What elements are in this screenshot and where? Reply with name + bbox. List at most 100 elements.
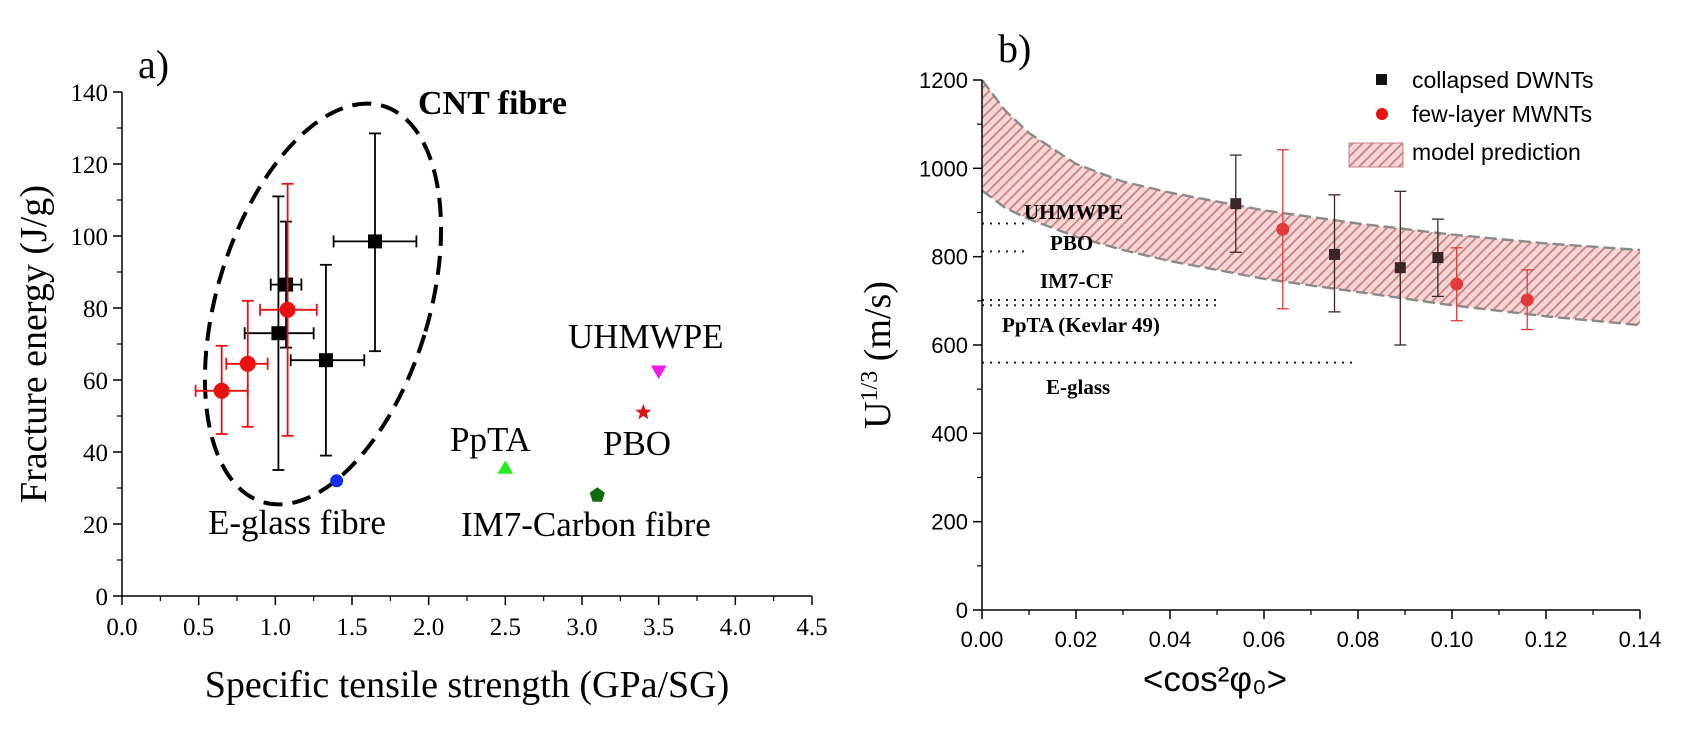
panel-b-y-tick-label: 600 [931,333,968,358]
panel-b-x-tick-label: 0.08 [1337,627,1380,652]
panel-a-x-tick-label: 0.5 [183,614,214,641]
legend-marker-hatched-band [1348,142,1404,168]
panel-a-x-tick-label: 4.0 [720,614,751,641]
panel-b-x-tick-label: 0.06 [1243,627,1286,652]
marker-circle [239,355,256,372]
panel-b-y-tick-label: 200 [931,510,968,535]
panel-a-y-tick-label: 40 [83,440,108,467]
panel-b-x-tick-label: 0.04 [1149,627,1192,652]
panel-a-x-tick-label: 4.5 [796,614,827,641]
panel-b-data-point [1520,269,1534,331]
panel-a-x-tick-label: 1.0 [260,614,291,641]
ref-label-uhmwpe: UHMWPE [1024,200,1123,224]
panel-a-data-point [332,132,418,353]
panel-a-x-label: Specific tensile strength (GPa/SG) [205,664,730,706]
panel-b-data-point [1229,154,1242,253]
panel-a-y-tick-label: 100 [71,224,109,251]
label-uhmwpe: UHMWPE [568,317,724,356]
marker-ppta [497,460,514,474]
cnt-fibre-ellipse [202,101,444,507]
panel-b-data-point [1450,247,1464,322]
panel-a-y-tick-label: 120 [71,152,109,179]
panel-b-y-tick-label: 1200 [919,68,968,93]
panel-b-x-tick-label: 0.10 [1431,627,1474,652]
marker-pbo [635,403,652,420]
panel-b-data-point [1431,218,1444,298]
ref-label-e-glass: E-glass [1046,375,1110,399]
marker-circle [1520,293,1534,307]
marker-square [1329,248,1340,260]
panel-a-y-tick-label: 60 [83,368,108,395]
panel-a-x-tick-label: 3.5 [643,614,674,641]
marker-square [368,234,382,249]
panel-b-y-label-base: U [857,401,899,428]
marker-square [1394,262,1406,274]
marker-circle [1276,222,1290,236]
panel-a-data-point [289,263,366,457]
marker-square [279,277,294,292]
panel-a-y-tick-label: 80 [83,296,108,323]
panel-b-x-tick-label: 0.12 [1525,627,1568,652]
model-band-lower-edge [981,189,1641,327]
panel-a-x-tick-label: 2.0 [413,614,444,641]
marker-square [271,326,286,341]
panel-b-y-tick-label: 800 [931,245,968,270]
panel-b: b) 0.00 0.02 0.04 0.06 0.08 0.10 0.12 0.14 0 200… [857,26,1661,699]
panel-a-y-label: Fracture energy (J/g) [13,185,55,503]
marker-circle [1450,277,1464,291]
panel-b-x-tick-label: 0.02 [1055,627,1098,652]
marker-im7-carbon-fibre [589,487,605,502]
label-im7-carbon-fibre: IM7-Carbon fibre [461,505,711,544]
legend-label-collapsed-dwnts: collapsed DWNTs [1412,67,1594,93]
panel-b-data-point [1328,194,1341,313]
panel-b-y-label: U1/3 (m/s) [857,281,899,429]
panel-a-data-point [194,344,249,435]
model-band-upper-edge [981,79,1641,252]
ref-label-im7-cf: IM7-CF [1040,269,1113,293]
panel-b-label: b) [998,26,1031,71]
label-pbo: PBO [603,424,671,463]
panel-a-y-tick-label: 20 [83,512,108,539]
panel-a-x-tick-label: 0.0 [106,614,137,641]
legend-label-model-prediction: model prediction [1412,139,1581,165]
marker-e-glass-fibre [330,474,344,488]
panel-b-data-point [1276,149,1290,310]
panel-b-y-tick-label: 400 [931,421,968,446]
panel-b-x-tick-label: 0.14 [1619,627,1662,652]
panel-b-y-tick-label: 1000 [919,156,968,181]
panel-a-x-tick-label: 1.5 [336,614,367,641]
label-e-glass-fibre: E-glass fibre [208,503,386,542]
panel-a-label: a) [138,42,169,87]
marker-square [318,353,333,368]
marker-square [1432,252,1444,264]
panel-a-data-point [259,182,318,437]
panel-b-x-tick-label: 0.00 [961,627,1004,652]
panel-a-y-tick-label: 140 [71,80,109,107]
panel-a-data-point [225,299,269,428]
legend-marker-circle [1376,108,1388,120]
panel-b-y-label-sup: 1/3 [857,371,883,402]
ref-label-pbo: PBO [1050,231,1093,255]
marker-circle [279,301,296,318]
cnt-fibre-label: CNT fibre [418,85,567,122]
panel-a-y-tick-label: 0 [96,584,109,611]
marker-circle [213,382,230,399]
panel-a-x-tick-label: 3.0 [566,614,597,641]
panel-b-y-tick-label: 0 [956,598,968,623]
marker-square [1230,198,1242,210]
marker-uhmwpe [650,365,667,379]
panel-a-data-point [243,195,315,471]
panel-a-x-tick-label: 2.5 [490,614,521,641]
ref-label-ppta-kevlar-49: PpTA (Kevlar 49) [1002,313,1160,337]
panel-b-x-label: <cos²φ₀> [1143,660,1287,699]
label-ppta: PpTA [450,420,532,459]
panel-a: a) 0.0 0.5 1.0 1.5 2.0 2.5 3.0 3.5 4.0 4.5 0 20 40 6… [13,42,828,706]
panel-b-legend: collapsed DWNTs few-layer MWNTs model pr… [1348,67,1594,168]
model-prediction-band [982,80,1640,326]
panel-a-data-point [269,220,303,349]
panel-b-y-label-unit: (m/s) [857,281,899,371]
legend-label-few-layer-mwnts: few-layer MWNTs [1412,101,1592,127]
panel-b-data-point [1394,190,1407,346]
legend-marker-square [1376,74,1387,85]
